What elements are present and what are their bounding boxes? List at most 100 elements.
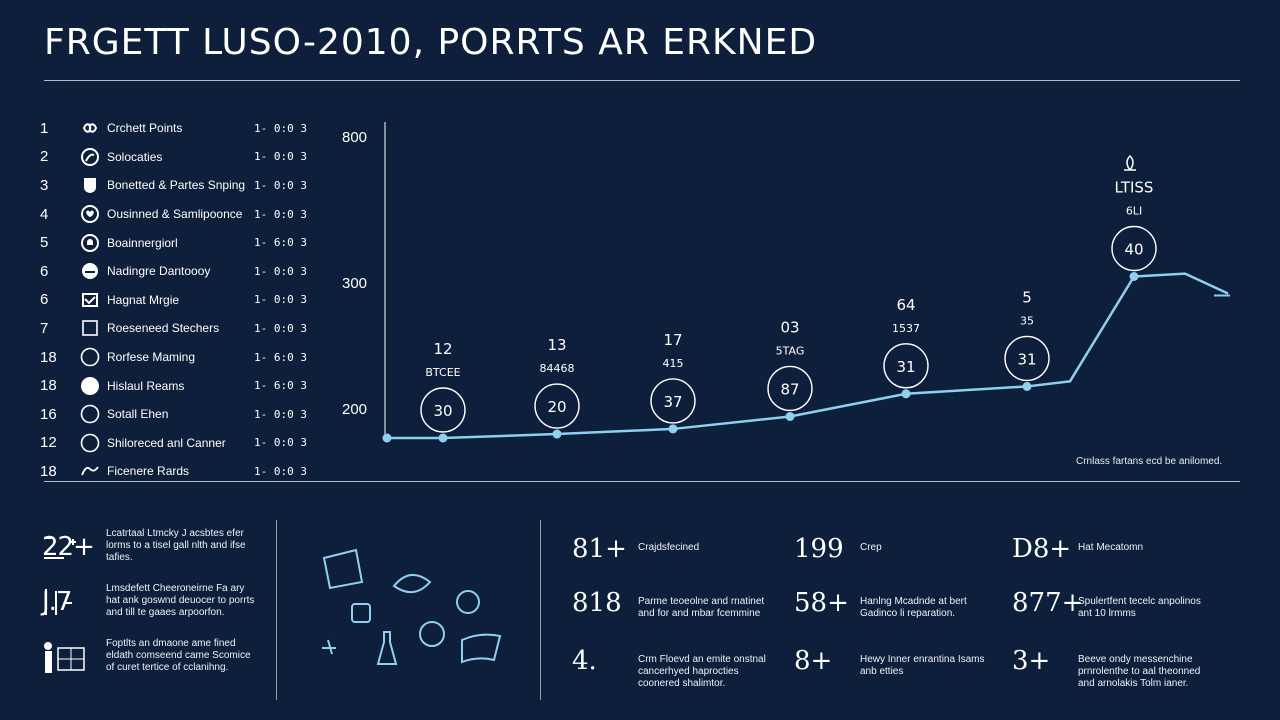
bottom-note: 22+ Lcatrtaal Ltmcky J acsbtes efer lorms…	[40, 528, 256, 568]
list-item-label: Hagnat Mrgie	[107, 292, 180, 307]
stat-figure: 877+	[1012, 588, 1084, 618]
list-item-label: Hislaul Reams	[107, 378, 185, 393]
chart-doodle-icon: 22+	[40, 528, 95, 568]
list-item: 2 Solocaties 1- 0:0 3	[40, 143, 310, 172]
rank-number: 18	[40, 462, 57, 480]
value-bubble	[767, 365, 813, 412]
point-sub-label: 415	[663, 357, 684, 370]
stat-block: 58+ Hanlng Mcadnde at bert Gadinco li rep…	[794, 588, 996, 620]
point-sub-label: 35	[1020, 314, 1034, 327]
list-item-value: 1- 6:0 3	[254, 350, 307, 364]
bottom-note: Foptlts an dmaone ame fined eldath comse…	[40, 638, 256, 678]
stat-text: Crajdsfecined	[638, 542, 700, 553]
bottle-icon	[376, 631, 398, 665]
list-item: 6 Hagnat Mrgie 1- 0:0 3	[40, 286, 310, 315]
stat-text: Hanlng Mcadnde at bert Gadinco li repara…	[860, 596, 967, 619]
y-tick-label: 300	[342, 275, 367, 292]
bottom-note: J.7 Lmsdefett Cheeroneirne Fa ary hat ank…	[40, 583, 256, 623]
list-item: 18 Ficenere Rards 1- 0:0 3	[40, 457, 310, 486]
lock-icon	[351, 603, 371, 623]
rank-number: 7	[40, 319, 49, 337]
series-line	[387, 272, 1229, 440]
heart-icon	[80, 204, 100, 224]
data-point	[1022, 381, 1032, 391]
bubble-value-label: 31	[1017, 350, 1036, 368]
rank-number: 18	[40, 377, 57, 395]
wave-icon	[80, 461, 100, 481]
point-top-label: 17	[663, 331, 682, 349]
wave-flag-icon	[461, 633, 502, 664]
point-top-label: 13	[547, 336, 566, 354]
note-text: Foptlts an dmaone ame fined eldath comse…	[106, 638, 251, 673]
stat-figure: 4.	[572, 646, 597, 676]
sketch-icons-illustration	[322, 548, 502, 665]
list-item: 7 Roeseneed Stechers 1- 0:0 3	[40, 314, 310, 343]
rank-number: 5	[40, 234, 49, 252]
chart-footnote: Crnlass fartans ecd be anilomed.	[1076, 456, 1223, 467]
point-top-label: 12	[433, 340, 452, 358]
list-item-value: 1- 0:0 3	[254, 178, 307, 192]
stat-figure: 818	[572, 588, 622, 618]
section-divider	[44, 481, 1240, 482]
filled-circle-icon	[80, 376, 100, 396]
rank-number: 3	[40, 176, 49, 194]
value-bubble	[420, 387, 466, 433]
point-sub-label: 5TAG	[776, 344, 805, 357]
stat-figure: D8+	[1012, 534, 1072, 564]
stat-block: 4. Crm Floevd an emite onstnal cancerhyed…	[572, 646, 774, 690]
rank-number: 6	[40, 291, 49, 309]
stat-text: Crm Floevd an emite onstnal cancerhyed h…	[638, 654, 766, 689]
list-item-value: 1- 0:0 3	[254, 207, 307, 221]
stat-text: Crep	[860, 542, 882, 553]
list-item-label: Rorfese Maming	[107, 350, 196, 365]
list-item-value: 1- 0:0 3	[254, 264, 307, 278]
stat-figure: 199	[794, 534, 844, 564]
point-top-label: 03	[780, 318, 799, 336]
list-item-value: 1- 6:0 3	[254, 379, 307, 393]
data-point	[382, 433, 392, 443]
rank-number: 18	[40, 348, 57, 366]
square-icon	[80, 318, 100, 338]
mail-icon	[80, 290, 100, 310]
rank-number: 6	[40, 262, 49, 280]
stat-block: 818 Parme teoeolne and rnatinet and for a…	[572, 588, 774, 620]
number-one-icon	[419, 621, 445, 647]
stat-text: Hat Mecatomn	[1078, 542, 1144, 553]
tick-doodle-icon: J.7	[40, 583, 92, 623]
rank-number: 2	[40, 148, 49, 166]
circle-icon	[80, 404, 100, 424]
stat-figure: 8+	[794, 646, 833, 676]
bubble-value-label: 87	[780, 380, 799, 398]
data-point	[1129, 272, 1139, 281]
rank-number: 1	[40, 119, 49, 137]
list-item-value: 1- 0:0 3	[254, 436, 307, 450]
data-point	[785, 411, 795, 421]
stat-text: Parme teoeolne and rnatinet and for and …	[638, 596, 765, 619]
stat-figure: 58+	[794, 588, 849, 618]
point-sub-label: 1537	[892, 322, 920, 335]
list-item-label: Shiloreced anl Canner	[107, 435, 226, 450]
list-item: 4 Ousinned & Samlipoonce 1- 0:0 3	[40, 200, 310, 229]
stat-figure: 81+	[572, 534, 627, 564]
presenter-icon	[40, 638, 92, 678]
point-sub-label: 6LI	[1126, 205, 1142, 218]
header-divider	[44, 80, 1240, 81]
list-item: 16 Sotall Ehen 1- 0:0 3	[40, 400, 310, 429]
list-item: 6 Nadingre Dantoooy 1- 0:0 3	[40, 257, 310, 286]
value-bubble	[883, 343, 929, 389]
stat-figure: 3+	[1012, 646, 1051, 676]
list-item: 3 Bonetted & Partes Snping 1- 0:0 3	[40, 171, 310, 200]
infinity-icon	[80, 118, 100, 138]
fish-icon	[392, 574, 432, 593]
bell-icon	[80, 233, 100, 253]
list-item-value: 1- 0:0 3	[254, 407, 307, 421]
ranked-list: 1 Crchett Points 1- 0:0 3 2 Solocaties 1- 0:0…	[40, 114, 310, 486]
list-item-value: 1- 6:0 3	[254, 236, 307, 250]
note-figure: J.7	[42, 587, 72, 617]
bubble-value-label: 30	[433, 402, 452, 420]
point-top-label: LTISS	[1115, 179, 1154, 197]
list-item-value: 1- 0:0 3	[254, 321, 307, 335]
bulb-icon	[456, 590, 480, 614]
list-item-label: Roeseneed Stechers	[107, 321, 220, 336]
spark-icon	[322, 639, 336, 655]
